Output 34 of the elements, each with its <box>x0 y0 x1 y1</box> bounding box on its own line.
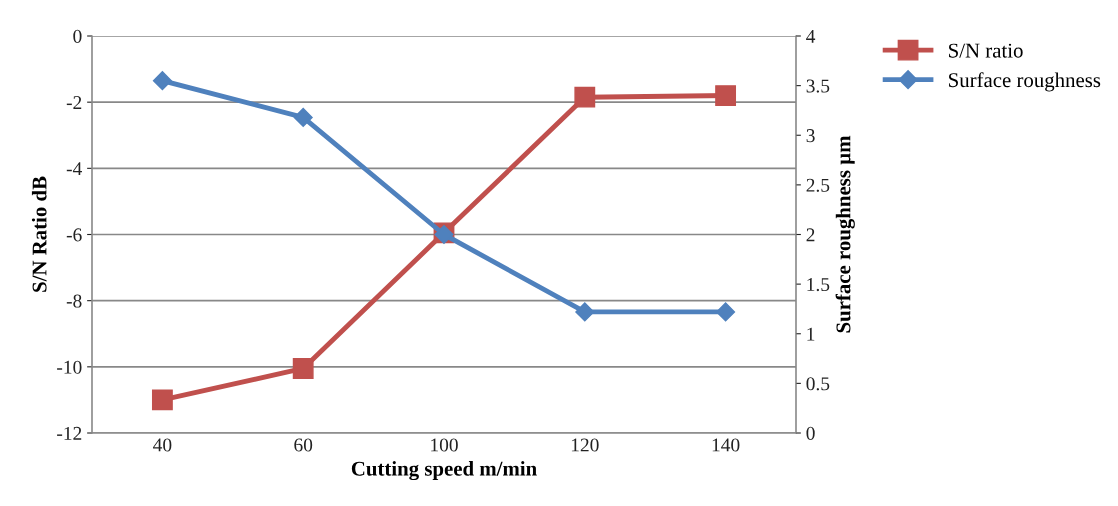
y-tick-label: 0 <box>73 29 82 43</box>
legend-label: Surface roughness <box>949 72 1101 92</box>
y2-tick-label: 4 <box>806 29 816 43</box>
y-axis-title: S/N Ratio dB <box>31 176 47 292</box>
legend-label: S/N ratio <box>949 43 1023 58</box>
point <box>716 302 736 322</box>
y2-tick-label: 1.5 <box>807 278 830 292</box>
point <box>575 302 595 322</box>
x-tick-label: 40 <box>153 438 172 452</box>
y2-tick-label: 1 <box>807 327 815 341</box>
y2-tick-label: 3 <box>806 129 815 143</box>
x-axis-title: Cutting speed m/min <box>351 461 537 481</box>
y-tick-label: -12 <box>57 426 82 440</box>
y2-tick-label: 2 <box>806 228 815 242</box>
y-tick-label: -8 <box>66 294 82 308</box>
point <box>151 389 173 411</box>
y2-tick-label: 0.5 <box>806 377 830 391</box>
point <box>293 107 313 127</box>
y-tick-label: -10 <box>57 360 82 374</box>
x-tick-label: 140 <box>712 438 740 452</box>
y-tick-label: -2 <box>66 96 82 109</box>
x-tick-label: 60 <box>294 438 313 452</box>
x-tick-label: 100 <box>431 438 458 452</box>
point <box>715 85 737 106</box>
point <box>574 86 596 108</box>
y2-tick-label: 2.5 <box>806 178 830 192</box>
point <box>152 71 172 91</box>
y2-tick-label: 3.5 <box>806 79 830 93</box>
point <box>292 358 314 379</box>
y-tick-label: -6 <box>66 228 82 242</box>
y2-axis-title: Surface roughness µm <box>835 135 855 333</box>
x-tick-label: 120 <box>571 438 599 452</box>
y2-tick-label: 0 <box>806 426 815 440</box>
y-tick-label: -4 <box>66 162 82 176</box>
